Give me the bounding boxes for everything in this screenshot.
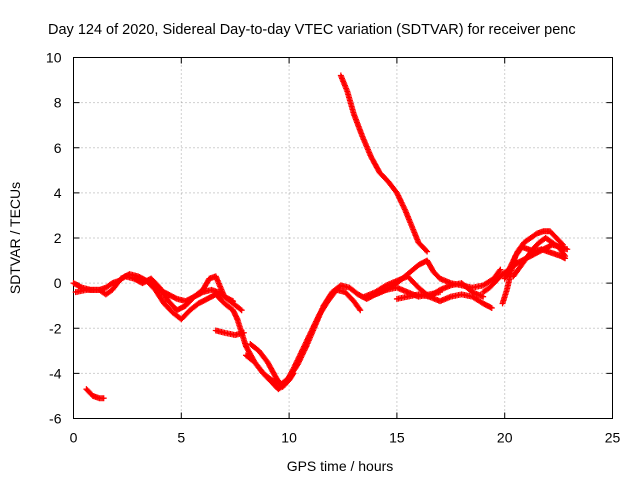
y-tick-label: 0 xyxy=(54,275,62,291)
data-series-t9 xyxy=(337,72,431,255)
data-point xyxy=(424,248,431,255)
x-tick-label: 25 xyxy=(605,430,621,446)
data-point xyxy=(497,266,504,273)
data-series-t16 xyxy=(510,235,569,280)
data-point xyxy=(238,307,245,314)
data-points xyxy=(70,72,571,402)
x-axis-label: GPS time / hours xyxy=(287,458,394,474)
y-tick-label: -6 xyxy=(49,411,62,427)
data-point xyxy=(423,247,430,254)
data-point xyxy=(237,306,244,313)
grid xyxy=(73,57,613,419)
y-tick-label: -2 xyxy=(49,320,62,336)
x-tick-label: 20 xyxy=(497,430,513,446)
x-tick-label: 0 xyxy=(70,430,78,446)
data-point xyxy=(100,395,107,402)
y-tick-label: 4 xyxy=(54,185,62,201)
y-tick-label: 6 xyxy=(54,140,62,156)
data-series-t7 xyxy=(234,286,364,393)
y-tick-label: 8 xyxy=(54,95,62,111)
data-point xyxy=(356,305,363,312)
data-point xyxy=(561,251,568,258)
data-point xyxy=(488,304,495,311)
data-point xyxy=(357,307,364,314)
axis-ticks: 0 5 10 15 20 25 -6 -4 -2 0 2 4 6 8 10 xyxy=(46,50,621,446)
data-series-t2 xyxy=(72,271,241,323)
data-point xyxy=(564,246,571,253)
data-series-t3 xyxy=(148,280,237,305)
data-point xyxy=(562,253,569,260)
x-tick-label: 5 xyxy=(177,430,185,446)
data-series-t11 xyxy=(372,257,504,298)
y-tick-label: -4 xyxy=(49,365,62,381)
data-series-t4 xyxy=(83,386,107,402)
x-tick-label: 15 xyxy=(389,430,405,446)
y-tick-label: 2 xyxy=(54,230,62,246)
y-axis-label: SDTVAR / TECUs xyxy=(7,182,23,294)
y-tick-label: 10 xyxy=(46,50,62,66)
chart-title: Day 124 of 2020, Sidereal Day-to-day VTE… xyxy=(48,22,576,38)
data-point xyxy=(496,267,503,274)
data-point xyxy=(230,298,237,305)
data-series-t12 xyxy=(393,291,495,311)
x-tick-label: 10 xyxy=(281,430,297,446)
